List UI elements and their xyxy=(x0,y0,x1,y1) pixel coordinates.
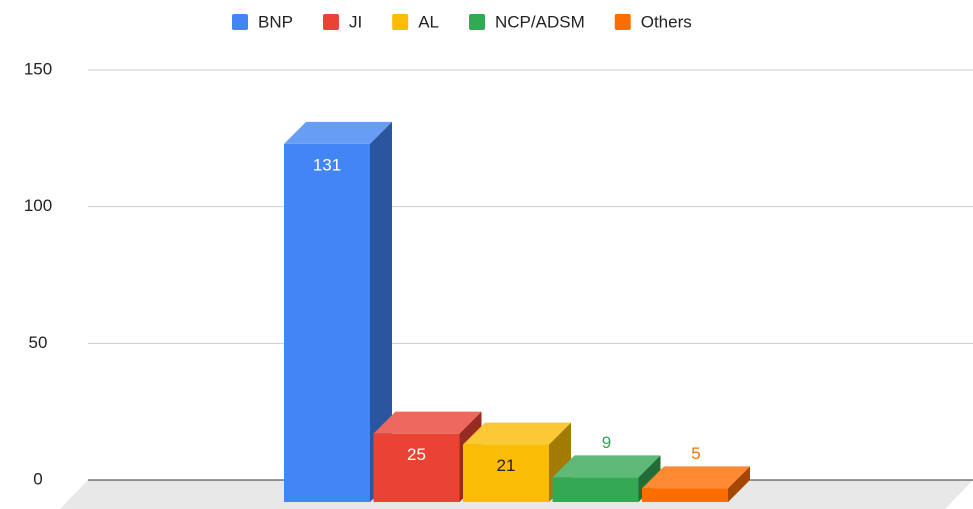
bar-top xyxy=(284,121,392,144)
legend-label: NCP/ADSM xyxy=(495,12,585,31)
bar-top xyxy=(552,455,661,478)
y-tick-label: 100 xyxy=(24,196,52,215)
bar xyxy=(284,143,370,502)
data-label: 21 xyxy=(497,456,516,475)
data-label: 5 xyxy=(691,444,700,463)
legend-label: Others xyxy=(641,12,692,31)
legend-swatch xyxy=(232,14,248,30)
bar-top xyxy=(642,466,750,489)
legend-swatch xyxy=(614,14,631,30)
data-label: 9 xyxy=(602,433,611,452)
y-tick-label: 0 xyxy=(33,469,42,488)
data-label: 25 xyxy=(407,445,426,464)
bar xyxy=(373,433,460,502)
legend-label: JI xyxy=(349,12,362,31)
legend-swatch xyxy=(469,14,485,30)
legend-label: AL xyxy=(418,12,439,31)
data-label: 131 xyxy=(313,155,341,174)
bar-top xyxy=(463,422,571,445)
legend-label: BNP xyxy=(258,12,293,31)
bar-side xyxy=(370,121,392,502)
legend-swatch xyxy=(322,14,339,30)
bar-top xyxy=(373,411,482,434)
bar xyxy=(642,488,728,502)
y-tick-label: 50 xyxy=(29,333,48,352)
legend-swatch xyxy=(392,14,409,30)
y-tick-label: 150 xyxy=(24,59,52,78)
bar xyxy=(463,444,549,502)
bar xyxy=(552,477,639,502)
bar-side xyxy=(728,466,750,502)
